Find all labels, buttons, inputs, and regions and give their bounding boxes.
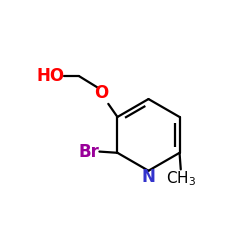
Text: HO: HO [37,67,65,85]
Text: N: N [142,168,156,186]
Text: Br: Br [78,142,100,160]
Text: O: O [94,84,108,102]
Text: CH$_3$: CH$_3$ [166,170,196,188]
